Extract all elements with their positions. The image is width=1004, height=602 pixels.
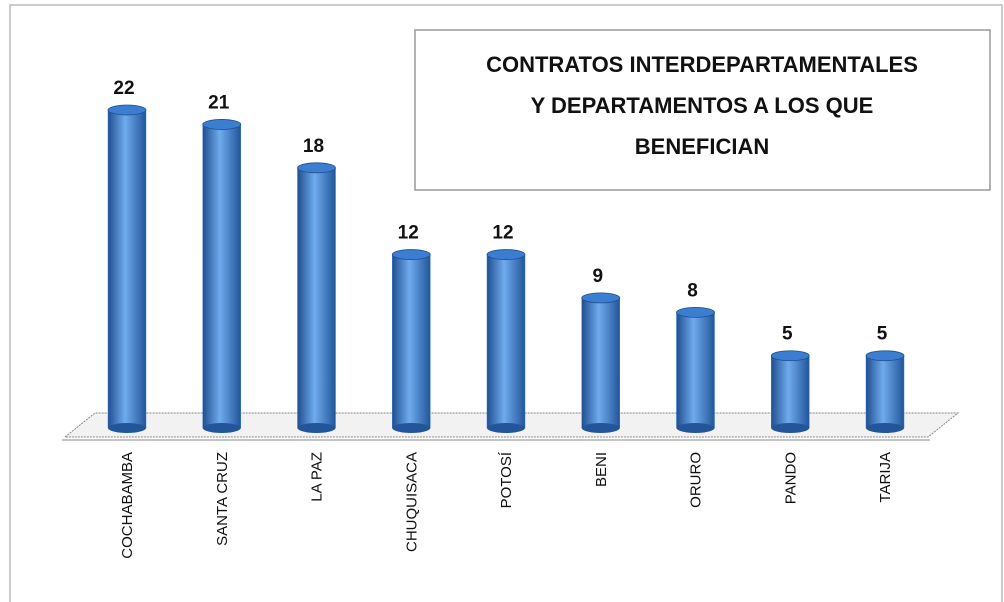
chart-frame — [9, 4, 1003, 602]
bar-cap — [676, 306, 715, 318]
x-tick-label: CHUQUISACA — [403, 452, 420, 552]
x-tick-label: ORURO — [688, 452, 705, 508]
x-tick-label: BENI — [593, 452, 610, 487]
bar — [771, 355, 810, 429]
bar — [107, 109, 147, 429]
x-tick-label: POTOSÍ — [498, 451, 515, 508]
bar-cap — [770, 350, 810, 362]
x-tick-label: LA PAZ — [309, 452, 326, 502]
bar-base — [487, 423, 525, 433]
bar-cap — [297, 162, 336, 174]
bar-base — [581, 423, 620, 433]
bar-base — [108, 423, 146, 433]
bar-base — [771, 423, 810, 433]
bar — [486, 254, 526, 429]
x-tick-label: SANTA CRUZ — [214, 452, 231, 546]
bar — [202, 124, 241, 429]
bar-cap — [486, 249, 526, 260]
bar — [865, 355, 905, 429]
bar — [392, 254, 431, 429]
title-box — [414, 29, 991, 191]
bar-cap — [581, 292, 621, 304]
bar-cap — [107, 104, 147, 116]
data-label: 22 — [113, 78, 134, 99]
bar-cap — [865, 350, 905, 362]
data-label: 12 — [398, 223, 419, 244]
data-label: 9 — [592, 266, 603, 287]
bar-base — [676, 423, 715, 433]
bar-cap — [391, 249, 431, 260]
data-label: 5 — [877, 324, 888, 345]
data-label: 8 — [687, 280, 698, 301]
bar — [581, 297, 620, 429]
x-tick-label: COCHABAMBA — [119, 452, 136, 559]
chart-title: Y DEPARTAMENTOS A LOS QUE — [531, 93, 874, 118]
chart-title: BENEFICIAN — [635, 134, 769, 159]
x-tick-label: TARIJA — [877, 452, 894, 503]
data-label: 5 — [782, 324, 793, 345]
data-label: 21 — [208, 92, 230, 113]
bar — [676, 312, 715, 429]
data-label: 12 — [492, 223, 513, 244]
bar-base — [202, 423, 241, 433]
bar-base — [297, 423, 336, 433]
x-tick-label: PANDO — [782, 452, 799, 504]
bar — [297, 167, 336, 429]
bar-base — [392, 423, 431, 433]
bar-base — [866, 423, 904, 433]
chart-title: CONTRATOS INTERDEPARTAMENTALES — [486, 52, 918, 77]
data-label: 18 — [303, 136, 324, 157]
bar-cap — [202, 119, 242, 130]
